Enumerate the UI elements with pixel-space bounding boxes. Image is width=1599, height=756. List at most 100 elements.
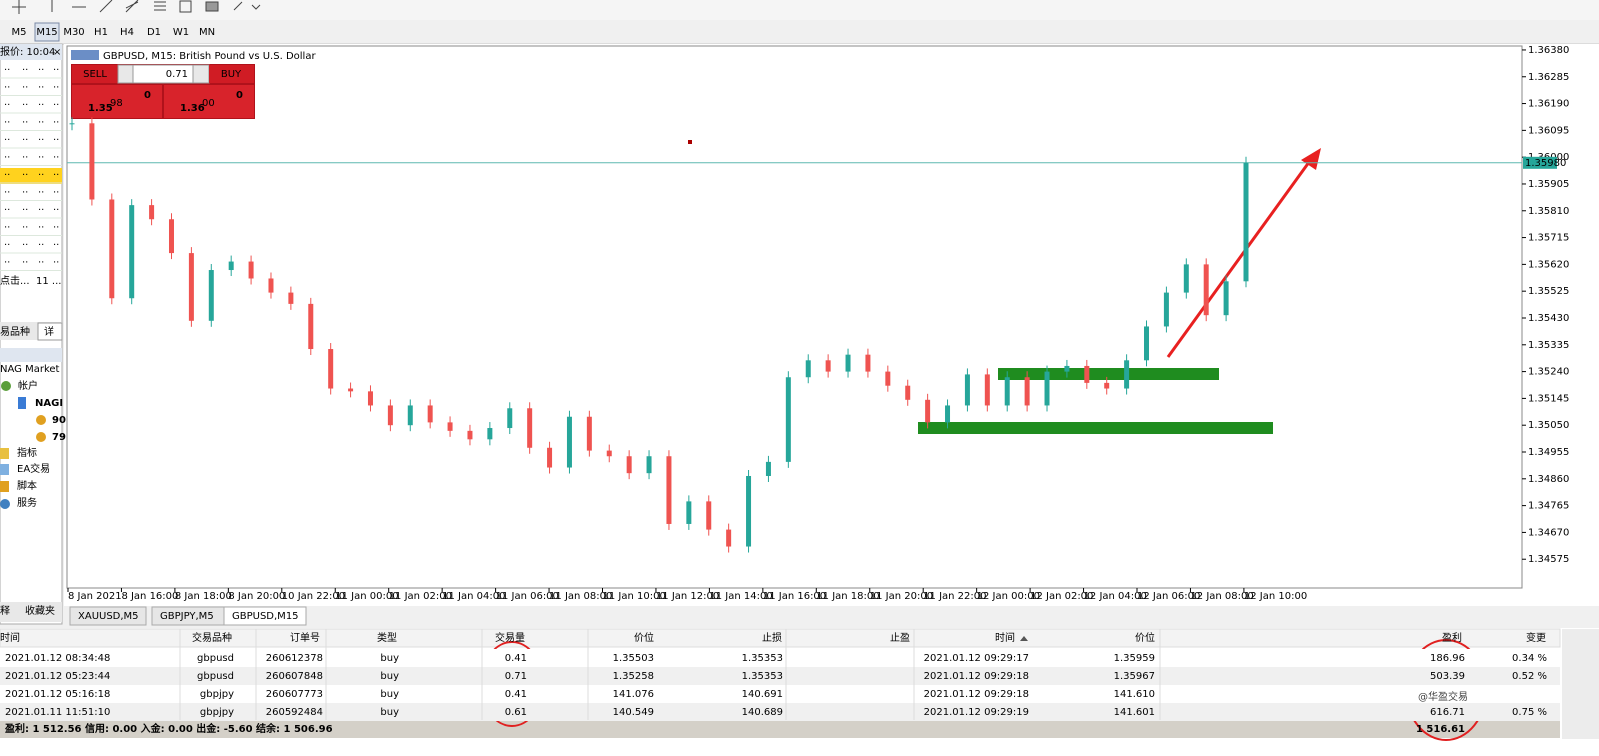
timeframe-button[interactable]: M5 [12,27,27,38]
total-profit: 1 516.61 [1416,724,1465,735]
account-coin-icon [36,432,46,442]
navigator-item[interactable]: 服务 [17,496,37,509]
channel-tool[interactable] [125,0,139,13]
chart-title: GBPUSD, M15: British Pound vs U.S. Dolla… [103,51,316,62]
column-header[interactable]: 价位 [1135,631,1155,644]
cell-type: buy [380,689,399,700]
candle [547,447,553,468]
candle [1024,377,1030,406]
buy-button[interactable] [209,65,254,83]
column-header[interactable]: 交易品种 [192,631,232,644]
navigator-item[interactable]: 79 [52,432,66,443]
chart-tab[interactable] [69,606,147,626]
column-header[interactable]: 止损 [762,631,782,644]
y-tick-label: 1.35335 [1528,340,1569,351]
candle [1044,371,1050,406]
candle [586,416,592,451]
chart-tab[interactable] [223,606,307,626]
timeframe-button[interactable]: MN [199,27,215,38]
candle [885,371,891,386]
x-tick-label: 11 Jan 20:00 [870,591,933,602]
navigator-item[interactable]: 指标 [17,446,37,459]
timeframe-button[interactable]: W1 [173,27,189,38]
table-row[interactable] [0,649,1560,667]
column-header[interactable]: 盈利 [1442,632,1462,644]
y-tick-label: 1.35810 [1528,206,1569,217]
quote-cell: ·· [53,170,59,181]
candle [188,253,194,321]
trendline-tool[interactable] [99,0,113,13]
sell-label: SELL [83,69,107,80]
navigator-item[interactable]: EA交易 [17,462,50,475]
timeframe-button[interactable]: H4 [120,27,134,38]
candle [487,428,493,440]
panel-tab-frame[interactable] [37,322,63,341]
sell-button[interactable] [72,65,118,83]
table-row[interactable] [0,685,1560,703]
navigator-tab[interactable]: 释 [0,604,10,617]
cell-symbol: gbpusd [197,671,234,682]
account-coin-icon [36,415,46,425]
chart-tab-label[interactable]: GBPUSD,M15 [232,611,299,622]
candle [865,354,871,372]
cell-symbol: gbpjpy [200,707,234,718]
candle [1124,360,1130,389]
volume-down[interactable] [117,64,134,84]
timeframe-button[interactable]: H1 [94,27,108,38]
navigator-item[interactable]: NAGI [35,398,63,409]
table-row[interactable] [0,703,1560,721]
crosshair-tool[interactable] [12,0,26,14]
navigator-tab[interactable]: 收藏夹 [25,604,55,617]
column-header[interactable]: 交易量 [495,631,525,644]
y-tick-label: 1.35145 [1528,393,1569,404]
candle [248,261,254,279]
column-header[interactable]: 价位 [634,631,654,644]
shapes-tool[interactable] [233,1,261,11]
column-header[interactable]: 类型 [377,631,397,644]
column-header[interactable]: 时间 [995,631,1015,644]
cell-volume: 0.41 [505,689,527,700]
quote-cell: ·· [4,65,10,76]
cell-time: 2021.01.12 09:29:18 [924,689,1029,700]
text-tool[interactable] [179,0,192,13]
table-row[interactable] [0,667,1560,685]
quote-cell: ·· [38,153,44,164]
panel-tab[interactable]: 易品种 [0,325,30,338]
timeframe-button[interactable]: M15 [36,27,57,38]
candle [1084,365,1090,383]
candle [726,529,732,547]
quote-cell: ·· [22,205,28,216]
navigator-item[interactable]: 帐户 [18,379,38,392]
volume-up[interactable] [192,64,210,84]
quote-cell: ·· [4,118,10,129]
column-header[interactable]: 止盈 [890,632,910,644]
cell-open-price: 141.076 [613,689,654,700]
candle [367,391,373,406]
column-header[interactable]: 变更 [1526,631,1546,644]
chart-tab-label[interactable]: GBPJPY,M5 [160,611,214,622]
price-big-figure: 1.36 [180,103,205,114]
candle [129,205,135,299]
cell-open-price: 1.35503 [613,653,654,664]
buy-price-box[interactable] [164,85,254,118]
y-tick-label: 1.35715 [1528,233,1569,244]
cell-volume: 0.41 [505,653,527,664]
column-header[interactable]: 订单号 [290,632,320,644]
cell-open-time: 2021.01.12 05:23:44 [5,671,110,682]
column-header[interactable]: 时间 [0,631,20,644]
sell-price-box[interactable] [72,85,162,118]
fibo-tool[interactable] [154,1,166,11]
timeframe-button[interactable]: D1 [147,27,161,38]
quote-cell: ·· [38,223,44,234]
cell-ticket: 260592484 [266,707,323,718]
market-watch-footer: 点击... [0,275,30,287]
x-tick-label: 11 Jan 16:00 [763,591,826,602]
navigator-item[interactable]: 脚本 [17,479,37,492]
chart-tab-label[interactable]: XAUUSD,M5 [78,611,139,622]
timeframe-button[interactable]: M30 [63,27,84,38]
quote-cell: ·· [38,240,44,251]
label-tool[interactable] [205,1,219,12]
panel-tab[interactable]: 详 [44,325,54,338]
ea-icon [0,464,9,475]
navigator-item[interactable]: 90 [52,415,66,426]
